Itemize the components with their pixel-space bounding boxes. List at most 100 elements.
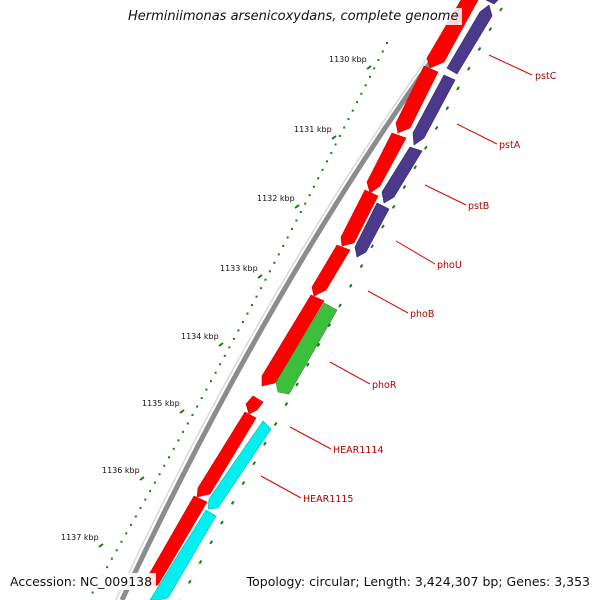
scale-dot <box>237 329 240 332</box>
gene-arrow-green <box>275 302 338 395</box>
scale-label: 1130 kbp <box>329 55 367 64</box>
scale-tick <box>139 476 145 481</box>
scale-labels: 1130 kbp 1131 kbp 1132 kbp 1133 kbp 1134 kbp… <box>61 55 367 542</box>
scale-tick <box>331 135 337 140</box>
gene-arrow <box>412 74 456 146</box>
gene-label: phoR <box>372 380 397 391</box>
gene-label: HEAR1114 <box>333 445 383 456</box>
label-connectors <box>260 54 533 499</box>
gene-label: pstA <box>499 140 521 151</box>
scale-dot <box>286 236 289 239</box>
scale-tick <box>179 409 185 414</box>
track-tick <box>220 520 224 525</box>
gene-label: phoU <box>437 260 462 271</box>
track-tick <box>445 106 450 111</box>
scale-dot <box>255 295 258 298</box>
track-tick <box>316 342 321 348</box>
scale-label: 1134 kbp <box>181 332 219 341</box>
scale-dot <box>381 50 384 53</box>
scale-dot <box>268 270 271 273</box>
scale-dot <box>125 532 128 535</box>
scale-dot <box>110 557 113 560</box>
track-tick <box>413 165 417 170</box>
gene-arrow <box>340 189 379 247</box>
scale-dot <box>172 447 175 450</box>
scale-label: 1135 kbp <box>142 399 180 408</box>
scale-dot <box>343 126 346 129</box>
cyan-genes <box>149 420 272 600</box>
scale-dot <box>338 135 341 137</box>
gene-arrow <box>485 0 499 5</box>
scale-dot <box>277 253 280 256</box>
gene-label: pstB <box>468 201 489 212</box>
gene-label: phoB <box>410 309 434 320</box>
scale-dot <box>158 473 161 476</box>
scale-dot <box>368 75 371 78</box>
scale-dot <box>115 549 118 552</box>
scale-dot <box>153 481 156 484</box>
scale-dot <box>360 92 363 95</box>
track-tick <box>477 46 482 52</box>
scale-tick <box>218 342 224 347</box>
scale-dot <box>241 321 244 323</box>
scale-dot <box>214 371 217 374</box>
track-tick <box>391 204 396 209</box>
scale-dot <box>186 422 189 425</box>
scale-dot <box>351 109 354 112</box>
scale-dots <box>91 42 388 594</box>
scale-dot <box>205 388 208 391</box>
gene-arrow <box>354 202 390 258</box>
scale-label: 1131 kbp <box>294 125 332 134</box>
gene-arrow <box>381 146 423 204</box>
scale-dot <box>130 523 133 526</box>
track-tick <box>327 323 332 328</box>
scale-dot <box>356 101 359 104</box>
scale-dot <box>317 177 320 180</box>
scale-tick <box>98 543 104 548</box>
track-tick <box>338 303 342 308</box>
scale-dot <box>200 397 203 400</box>
scale-dot <box>149 490 152 493</box>
scale-label: 1132 kbp <box>257 194 295 203</box>
scale-dot <box>377 58 380 61</box>
scale-dot <box>228 346 231 349</box>
scale-dot <box>308 194 311 197</box>
gene-arrow <box>245 395 264 415</box>
track-tick <box>434 125 439 130</box>
gene-labels: pstC pstA pstB phoU phoB phoR HEAR1114 HEAR1115 <box>303 71 557 505</box>
scale-dot <box>182 430 185 433</box>
gene-arrow <box>196 411 257 498</box>
scale-dot <box>91 591 94 594</box>
scale-dot <box>295 219 298 222</box>
scale-dot <box>209 380 212 383</box>
track-tick <box>499 7 503 12</box>
reverse-strand-genes <box>354 0 499 258</box>
scale-dot <box>321 168 324 171</box>
gene-arrow <box>426 0 479 69</box>
track-tick <box>381 224 385 229</box>
gene-arrow <box>366 132 407 194</box>
gene-label: HEAR1115 <box>303 494 353 505</box>
gene-arrow <box>261 294 325 387</box>
track-tick <box>230 500 235 505</box>
track-tick <box>252 461 256 466</box>
genome-backbone-inner <box>115 0 471 600</box>
scale-dot <box>325 160 328 163</box>
gene-label: pstC <box>535 71 557 82</box>
accession-text: Accession: NC_009138 <box>6 573 157 590</box>
scale-dot <box>196 405 199 408</box>
scale-dot <box>373 67 376 70</box>
scale-dot <box>251 304 254 307</box>
scale-dot <box>246 312 249 315</box>
track-tick <box>263 441 267 446</box>
scale-tick <box>366 65 372 70</box>
track-tick <box>241 481 246 486</box>
scale-dot <box>168 456 171 459</box>
scale-dot <box>163 464 166 467</box>
scale-dot <box>134 515 137 518</box>
track-tick <box>359 263 364 269</box>
scale-dot <box>386 42 388 44</box>
track-tick <box>488 27 493 32</box>
scale-ticks <box>178 7 503 600</box>
scale-tick <box>257 274 263 279</box>
